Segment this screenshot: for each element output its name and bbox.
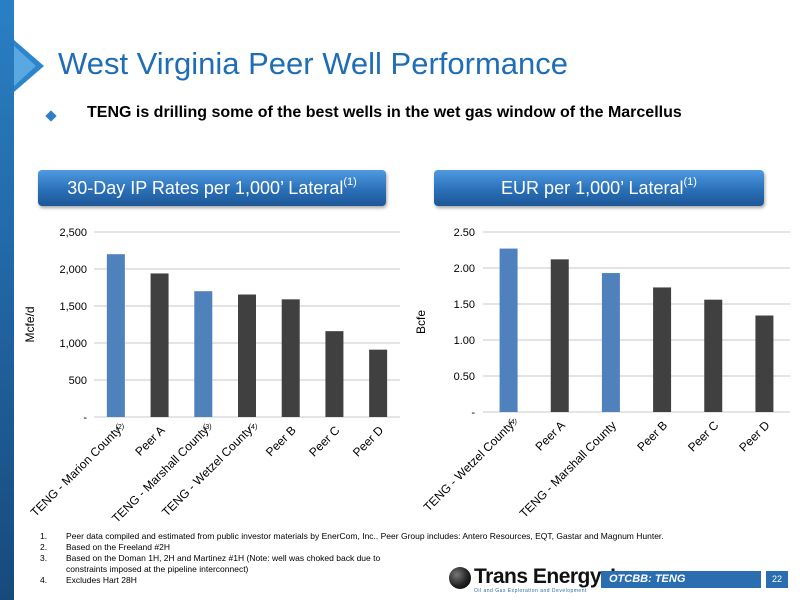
eur-chart-category-label: Peer B [634,418,670,454]
ip-chart-bar [325,331,344,417]
left-accent-bar [0,0,14,600]
ip-chart-y-tick-label: 1,000 [59,338,87,350]
ip-rates-banner-footnote: (1) [343,176,357,188]
page-number: 22 [764,571,788,588]
footnote-2: 2. Based on the Freeland #2H [40,542,664,553]
footnote-number: 1. [40,531,48,541]
ip-chart-y-tick-label: 2,500 [59,227,87,239]
eur-chart-y-tick-label: 2.00 [454,263,475,275]
eur-chart-bar [704,299,723,412]
ip-chart-category-label: TENG - Marion County [28,423,124,519]
ip-chart-y-tick-label: 1,500 [59,301,87,313]
footnote-text: Peer data compiled and estimated from pu… [66,531,664,541]
footnote-1: 1. Peer data compiled and estimated from … [40,531,664,542]
ip-rates-banner-text: 30-Day IP Rates per 1,000’ Lateral [67,177,344,198]
charts-canvas: - 500 1,000 1,500 2,000 2,500 Mcfe/d TENG - Mar… [23,227,790,526]
ip-chart-footnote-mark: (4) [249,424,258,431]
ticker-badge: OTCBB: TENG [601,571,761,588]
eur-chart-category-label: Peer A [532,418,567,453]
eur-chart-bar [653,287,672,412]
footnote-text: Based on the Freeland #2H [66,542,170,552]
footnote-3: 3. Based on the Doman 1H, 2H and Martinez… [40,553,664,564]
ip-chart-footnote-mark: (3) [203,424,212,431]
footnote-5: 4. Excludes Hart 28H [40,575,664,586]
eur-chart-bar [550,259,569,412]
eur-chart-y-tick-label: 1.50 [454,299,475,311]
ip-chart-category-label: Peer C [306,423,343,460]
eur-banner: EUR per 1,000’ Lateral (1) [434,170,764,206]
eur-chart-category-label: Peer C [685,418,722,455]
ip-chart-bar [150,273,169,417]
footnote-text: constraints imposed at the pipeline inte… [66,564,249,574]
ip-chart-bar [194,291,213,417]
ip-chart-category-label: Peer A [132,423,167,458]
ip-chart-footnote-mark: (2) [116,424,125,431]
eur-banner-footnote: (1) [683,176,697,188]
ip-chart-category-label: Peer D [350,423,387,460]
eur-chart-y-tick-label: 2.50 [454,227,475,239]
footnote-text: Excludes Hart 28H [66,575,137,585]
eur-chart-category-label: TENG - Marshall County [517,418,619,520]
ip-chart-category-label: Peer B [263,423,299,459]
eur-chart-bar [755,315,774,412]
ip-chart-bar [369,349,388,417]
ip-chart-y-axis-label: Mcfe/d [23,306,37,342]
eur-chart-y-axis-label: Bcfe [414,310,428,334]
ip-chart-y-tick-label: 2,000 [59,264,87,276]
ip-rates-banner: 30-Day IP Rates per 1,000’ Lateral (1) [38,170,386,206]
ip-chart-y-tick-label: 500 [69,375,87,387]
eur-banner-text: EUR per 1,000’ Lateral [501,177,684,198]
footnote-number: 4. [40,575,48,585]
footnotes: 1. Peer data compiled and estimated from … [40,531,664,586]
eur-chart-category-label: TENG - Wetzel County [421,418,517,514]
title-arrow-highlight [14,46,36,86]
footnote-number [40,564,66,575]
eur-chart-y-tick-label: 1.00 [454,335,475,347]
logo-tagline: Oil and Gas Exploration and Development [474,588,587,594]
eur-chart-footnote-mark: (4) [508,419,517,426]
footnote-text: Based on the Doman 1H, 2H and Martinez #… [66,553,381,563]
eur-chart-bar [601,273,620,412]
footnote-number: 2. [40,542,48,552]
eur-chart-y-tick-label: - [471,407,475,419]
ip-chart-bar [281,299,300,417]
footnote-4: constraints imposed at the pipeline inte… [40,564,664,575]
globe-logo-icon [449,567,471,589]
footnote-number: 3. [40,553,48,563]
eur-chart-y-tick-label: 0.50 [454,371,475,383]
company-logo: Trans Energy, Inc. Oil and Gas Explorati… [449,565,645,594]
ip-chart-category-label: TENG - Wetzel County [159,423,255,519]
ip-chart-y-tick-label: - [83,412,87,424]
eur-chart-category-label: Peer D [736,418,773,455]
key-message: TENG is drilling some of the best wells … [87,104,682,121]
ip-chart-bar [238,294,256,417]
ip-chart-bar [106,254,125,417]
page-title: West Virginia Peer Well Performance [58,46,568,81]
eur-chart-bar [499,248,518,412]
